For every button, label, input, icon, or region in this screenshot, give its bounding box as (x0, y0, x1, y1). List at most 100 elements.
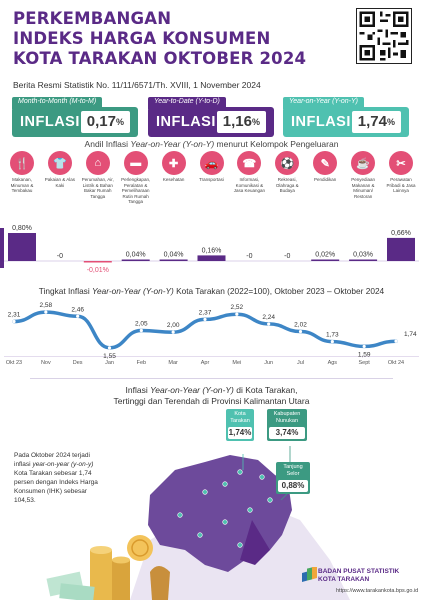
andil-bar (121, 259, 150, 261)
inflation-point-label: 2,02 (294, 322, 307, 329)
andil-bar-label: 0,80% (12, 225, 32, 232)
map-city-dot (222, 481, 228, 487)
inflation-value: 0,17% (80, 111, 130, 133)
inflation-box-label: Year-to-Date (Y-to-D) (148, 97, 226, 109)
inflation-point-label: 2,00 (167, 322, 180, 329)
inflation-box-body: INFLASI 0,17% (12, 107, 138, 137)
andil-bar-label: 0,02% (315, 252, 335, 259)
andil-bar (83, 261, 112, 263)
andil-bar-label: -0,01% (87, 267, 109, 274)
map-city-dot (267, 497, 273, 503)
restaurant-icon: ☕ (351, 151, 376, 175)
money-illustration-icon (46, 535, 170, 600)
footer-url-link[interactable]: https://www.tarakankota.bps.go.id (336, 588, 419, 594)
month-tick-label: Mei (232, 360, 241, 366)
inflation-point-label: 2,31 (8, 312, 21, 319)
line-chart-title: Tingkat Inflasi Year-on-Year (Y-on-Y) Ko… (38, 286, 385, 296)
page-title: PERKEMBANGAN INDEKS HARGA KONSUMEN KOTA … (13, 9, 333, 69)
inflation-point-label: 2,05 (135, 321, 148, 328)
expenditure-group: ▬ Perlengkapan, Peralatan & Pemeliharaan … (118, 151, 154, 205)
expenditure-group: ☕ Penyediaan Makanan & Minuman/ Restoran (345, 151, 381, 199)
inflation-value: 1,74% (351, 111, 401, 133)
month-tick-label: Sept (359, 360, 371, 366)
inflation-point (12, 319, 16, 324)
inflation-line (12, 310, 398, 350)
map-city-dot (237, 542, 243, 548)
andil-bar-label: 0,16% (202, 247, 222, 254)
expenditure-group-label: Perlengkapan, Peralatan & Pemeliharaan R… (121, 177, 151, 204)
month-tick-label: Nov (41, 360, 51, 366)
andil-bar (197, 255, 226, 261)
inflation-point-label: 2,37 (199, 309, 212, 316)
clothing-icon: 👕 (47, 151, 72, 175)
house-icon: ⌂ (85, 151, 110, 175)
qr-code-icon[interactable] (356, 8, 412, 64)
inflation-box-label: Year-on-Year (Y-on-Y) (283, 97, 364, 109)
expenditure-group: ✚ Kesehatan (156, 151, 192, 183)
expenditure-group-label: Penyediaan Makanan & Minuman/ Restoran (351, 177, 375, 199)
expenditure-group-label: Perumahan, Air, Listrik & Bahan Bakar Ru… (81, 177, 114, 199)
inflation-point-label: 1,74 (404, 331, 417, 338)
recreation-icon: ⚽ (275, 151, 300, 175)
andil-bar-label: 0,03% (353, 252, 373, 259)
inflation-point-label: 2,58 (40, 302, 53, 309)
expenditure-group: 🚗 Transportasi (194, 151, 230, 183)
education-icon: ✎ (313, 151, 338, 175)
andil-bar (349, 259, 378, 261)
inflation-box-body: INFLASI 1,16% (148, 107, 274, 137)
month-tick-label: Feb (137, 360, 146, 366)
inflation-box: Year-to-Date (Y-to-D) INFLASI 1,16% (148, 97, 274, 137)
month-tick-label: Mar (168, 360, 178, 366)
inflation-box: Year-on-Year (Y-on-Y) INFLASI 1,74% (283, 97, 409, 137)
inflation-point-label: 2,46 (71, 306, 84, 313)
month-tick-label: Jun (264, 360, 273, 366)
andil-bar-label: -0 (284, 253, 290, 260)
expenditure-group-label: Pendidikan (314, 177, 337, 182)
andil-bar (387, 237, 415, 261)
map-city-dot (202, 489, 208, 495)
andil-bar-label: 0,66% (391, 230, 411, 237)
inflation-point-label: 2,52 (231, 304, 244, 311)
month-tick-label: Ags (328, 360, 338, 366)
expenditure-group: 👕 Pakaian & Alas Kaki (42, 151, 78, 188)
inflation-point-label: 1,55 (103, 353, 116, 360)
left-accent-bar (0, 228, 4, 268)
expenditure-group-label: Perawatan Pribadi & Jasa Lainnya (386, 177, 416, 193)
andil-bar (8, 233, 36, 261)
inflation-point (267, 322, 271, 326)
title-line-3: KOTA TARAKAN OKTOBER 2024 (13, 49, 307, 68)
expenditure-group: ✂ Perawatan Pribadi & Jasa Lainnya (383, 151, 419, 194)
inflation-point (171, 330, 175, 334)
andil-bar-chart: 0,80% -0 -0,01% 0,04% 0,04% 0,16% -0 -0 0,02% 0,0… (4, 225, 419, 274)
callout-kabupaten-nunukan: Kabupaten Nunukan 3,74% (267, 409, 307, 441)
province-shape-east (240, 520, 270, 565)
expenditure-group-label: Informasi, Komunikasi & Jasa Keuangan (233, 177, 266, 193)
car-icon: 🚗 (199, 151, 224, 175)
inflation-point (76, 314, 80, 318)
expenditure-group-label: Pakaian & Alas Kaki (44, 177, 76, 188)
expenditure-group-label: Makanan, Minuman & Tembakau (10, 177, 34, 193)
kalimantan-utara-map (46, 446, 350, 600)
sofa-icon: ▬ (123, 151, 148, 175)
map-city-dot (177, 512, 183, 518)
inflation-word: INFLASI (20, 114, 80, 130)
title-line-1: PERKEMBANGAN (13, 9, 172, 28)
map-section-title: Inflasi Year-on-Year (Y-on-Y) di Kota Ta… (113, 385, 310, 406)
food-icon: 🍴 (10, 151, 34, 175)
andil-bar-label: 0,04% (126, 252, 146, 259)
inflation-point (107, 346, 112, 350)
inflation-point (330, 339, 334, 344)
andil-bar (159, 259, 188, 261)
map-city-dot (222, 519, 228, 525)
expenditure-group-label: Kesehatan (162, 177, 185, 182)
expenditure-group-label: Transportasi (199, 177, 224, 182)
subtitle: Berita Resmi Statistik No. 11/11/6571/Th… (13, 80, 261, 90)
personal-care-icon: ✂ (389, 151, 413, 175)
callout-tanjung-selor: Tanjung Selor 0,88% (276, 462, 310, 494)
andil-bar-label: -0 (57, 253, 63, 260)
andil-title: Andil Inflasi Year-on-Year (Y-on-Y) menu… (84, 139, 339, 149)
month-tick-label: Jan (105, 360, 114, 366)
line-axis (4, 356, 419, 357)
